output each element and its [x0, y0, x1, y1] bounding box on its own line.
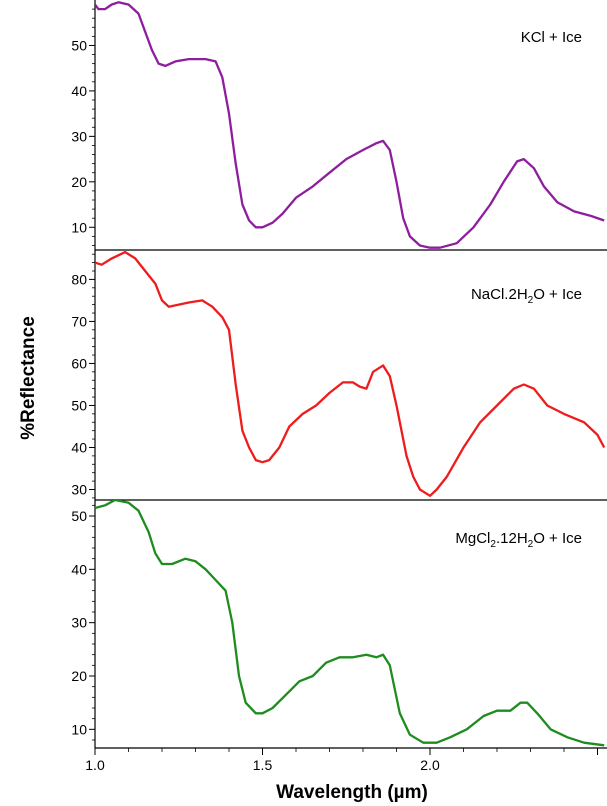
x-tick-label: 1.0: [85, 757, 105, 773]
y-tick-label: 50: [71, 508, 87, 524]
y-tick-label: 20: [71, 174, 87, 190]
x-tick-label: 1.5: [253, 757, 273, 773]
y-tick-label: 10: [71, 721, 87, 737]
y-tick-label: 30: [71, 481, 87, 497]
x-tick-label: 2.0: [420, 757, 440, 773]
y-tick-label: 50: [71, 397, 87, 413]
y-tick-label: 30: [71, 615, 87, 631]
y-tick-label: 40: [71, 561, 87, 577]
panel-3: 10 20 30 40 50 MgCl2.12H2O + Ice: [71, 500, 607, 749]
y-tick-label: 80: [71, 271, 87, 287]
x-axis-label: Wavelength (µm): [276, 782, 428, 803]
y-tick-label: 60: [71, 355, 87, 371]
panel-2: 30 40 50 60 70 80 NaCl.2H2O + Ice: [71, 250, 607, 501]
series-label: KCl + Ice: [521, 29, 582, 46]
series-line: [95, 1, 605, 249]
y-tick-label: 40: [71, 439, 87, 455]
series-line: [95, 250, 606, 497]
y-tick-label: 70: [71, 313, 87, 329]
y-tick-label: 20: [71, 668, 87, 684]
panel-1: 10 20 30 40 50 KCl + Ice: [71, 0, 607, 251]
y-tick-label: 40: [71, 83, 87, 99]
series-label: NaCl.2H2O + Ice: [471, 286, 582, 306]
series-label: MgCl2.12H2O + Ice: [455, 530, 582, 550]
y-tick-label: 30: [71, 128, 87, 144]
y-axis-label: %Reflectance: [18, 316, 39, 440]
y-tick-label: 50: [71, 37, 87, 53]
series-line: [95, 500, 605, 747]
y-tick-label: 10: [71, 219, 87, 235]
